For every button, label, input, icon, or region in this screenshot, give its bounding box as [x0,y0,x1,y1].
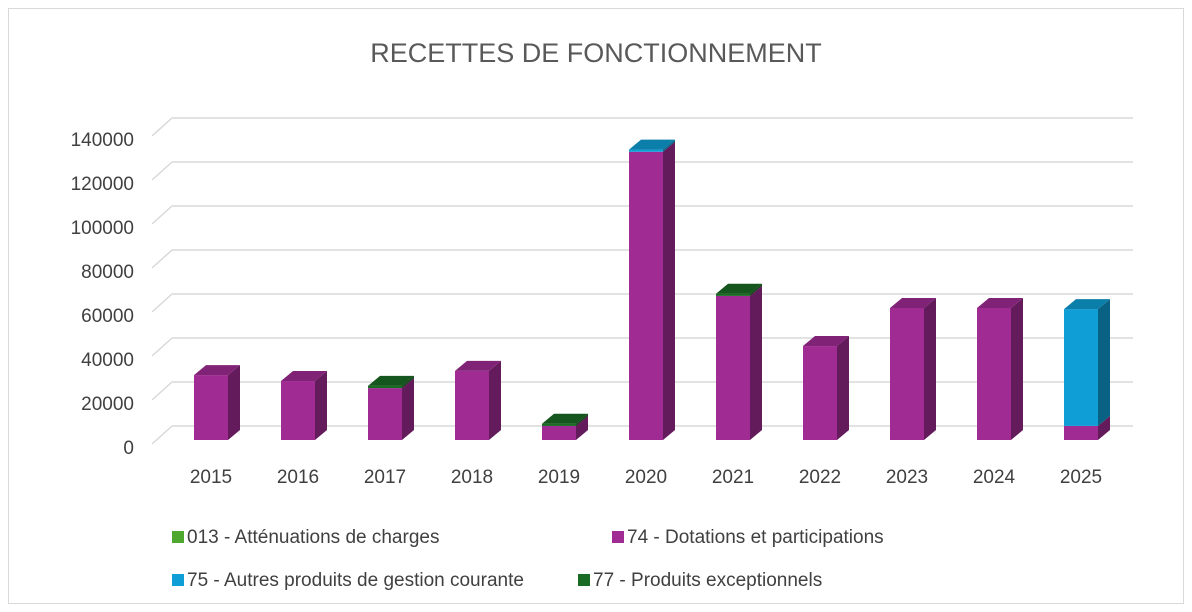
bar [455,370,489,440]
x-tick-label: 2020 [625,467,667,488]
bar-side [663,141,675,441]
bar-top [629,139,675,150]
bar-side [924,298,936,440]
bar [629,151,663,441]
bar-top [803,336,849,347]
bar-top [542,413,588,424]
bar-top [977,298,1023,308]
bar-top [1064,299,1110,310]
x-tick-label: 2016 [277,467,319,488]
bar-side [228,365,240,440]
y-tick-label: 0 [123,438,134,459]
bar-top [716,283,762,294]
bar [368,385,402,389]
bar [629,149,663,152]
bar-side [1098,415,1110,440]
bar-side [402,378,414,440]
bar [890,308,924,440]
legend-swatch [578,574,590,586]
bar [1064,309,1098,426]
y-tick-label: 20000 [81,394,134,415]
bar-side [402,375,414,389]
x-tick-label: 2017 [364,467,406,488]
bar [803,346,837,440]
x-tick-label: 2023 [886,467,928,488]
bar-side [576,415,588,440]
y-tick-label: 80000 [81,262,134,283]
x-tick-label: 2019 [538,467,580,488]
grid-line [151,337,173,357]
bar-side [750,285,762,440]
bar-side [1098,299,1110,426]
legend-swatch [612,531,624,543]
bar [194,375,228,440]
grid-line [151,249,173,269]
bar-side [315,371,327,440]
bar-side [576,413,588,426]
bar-side [489,360,501,440]
bar-side [663,139,675,152]
bar-top [281,371,327,382]
grid-line [151,293,173,313]
bar-top [455,360,501,371]
bar [977,308,1011,440]
x-tick-label: 2022 [799,467,841,488]
legend-label: 75 - Autres produits de gestion courante [187,570,524,591]
y-tick-label: 120000 [71,174,134,195]
bar-top [890,298,936,308]
x-tick-label: 2025 [1060,467,1102,488]
bar [281,381,315,440]
bar-side [837,336,849,440]
y-tick-label: 40000 [81,350,134,371]
bar [716,293,750,296]
x-tick-label: 2024 [973,467,1016,488]
x-tick-label: 2018 [451,467,493,488]
x-tick-label: 2015 [190,467,232,488]
bar [716,295,750,440]
grid-line [151,205,173,225]
bar [1064,425,1098,440]
grid-line [151,117,173,137]
bar-side [1011,298,1023,440]
legend-label: 77 - Produits exceptionnels [593,570,822,591]
grid-line [151,425,173,445]
bar [368,388,402,440]
grid-line [151,381,173,401]
y-tick-label: 60000 [81,306,134,327]
legend-swatch [172,574,184,586]
bar [542,425,576,440]
legend-label: 013 - Atténuations de charges [187,527,439,548]
legend-label: 74 - Dotations et participations [627,527,884,548]
bar-top [194,365,240,376]
bar-side [750,283,762,296]
x-tick-label: 2021 [712,467,754,488]
y-tick-label: 100000 [71,218,134,239]
legend-swatch [172,531,184,543]
y-tick-label: 140000 [71,130,134,151]
bar [542,423,576,426]
bar-top [368,375,414,386]
grid-line [151,161,173,181]
chart-title: RECETTES DE FONCTIONNEMENT [370,38,822,68]
